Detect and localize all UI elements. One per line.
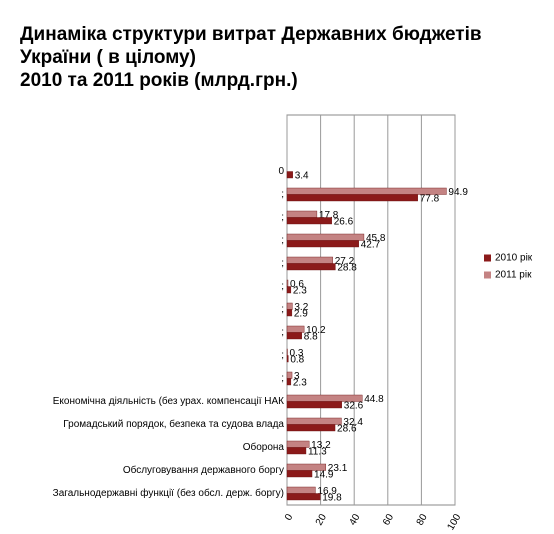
legend-swatch [484, 254, 491, 262]
value-label: 16.9 [317, 486, 337, 497]
y-tick-label: 0 [278, 166, 284, 177]
x-tick-label: 60 [381, 512, 396, 528]
value-label: 0.3 [290, 348, 304, 359]
bar [286, 417, 342, 425]
value-label: 94.9 [448, 187, 468, 198]
value-label: 45.8 [366, 233, 386, 244]
x-tick-label: 40 [347, 512, 362, 528]
value-label: 2.3 [293, 377, 307, 388]
bar [286, 424, 336, 432]
y-tick-label: ; [281, 258, 284, 269]
x-tick-label: 80 [415, 512, 430, 528]
value-label: 19.8 [322, 492, 342, 503]
value-label: 28.6 [337, 423, 357, 434]
chart-title: України ( в цілому) [20, 47, 196, 68]
value-label: 2.3 [293, 285, 307, 296]
bar [286, 279, 289, 287]
value-label: 28.8 [337, 262, 357, 273]
y-tick-label: Економічна діяльність (без урах. компенс… [53, 395, 284, 407]
chart-title: Динаміка структури витрат Державних бюдж… [20, 24, 482, 45]
bar [286, 217, 332, 225]
bar [286, 332, 302, 340]
value-label: 3 [294, 371, 300, 382]
bar [286, 447, 307, 455]
value-label: 11.3 [308, 446, 327, 457]
y-tick-label: Громадський порядок, безпека та судова в… [63, 418, 284, 430]
chart-title: 2010 та 2011 років (млрд.грн.) [20, 70, 298, 91]
y-tick-label: ; [281, 304, 284, 315]
y-tick-label: Обслуговування державного боргу [123, 464, 284, 476]
bar [286, 486, 316, 494]
bar [286, 325, 305, 333]
bar [286, 263, 336, 271]
value-label: 3.4 [295, 170, 309, 181]
x-tick-label: 20 [314, 512, 329, 528]
value-label: 17.8 [319, 210, 339, 221]
value-label: 2.9 [294, 308, 308, 319]
value-label: 32.6 [344, 400, 364, 411]
value-label: 77.8 [420, 193, 440, 204]
y-tick-label: ; [281, 212, 284, 223]
value-label: 42.7 [361, 239, 381, 250]
value-label: 44.8 [364, 394, 384, 405]
bar [286, 210, 318, 218]
bar [286, 470, 313, 478]
y-tick-label: ; [281, 350, 284, 361]
value-label: 3.2 [294, 302, 308, 313]
bar [286, 194, 418, 202]
value-label: 0.8 [290, 354, 304, 365]
bar [286, 240, 359, 248]
value-label: 14.9 [314, 469, 334, 480]
bar [286, 355, 289, 363]
value-label: 32.4 [343, 417, 363, 428]
bar [286, 440, 310, 448]
bar [286, 256, 333, 264]
bar [286, 348, 288, 356]
value-label: 23.1 [328, 463, 348, 474]
value-label: 10.2 [306, 325, 326, 336]
bar [286, 401, 342, 409]
bar [286, 233, 365, 241]
bar [286, 493, 321, 501]
y-tick-label: ; [281, 373, 284, 384]
bar [286, 309, 293, 317]
y-tick-label: Оборона [243, 441, 285, 453]
y-tick-label: ; [281, 281, 284, 292]
bar [286, 171, 293, 179]
value-label: 26.6 [334, 216, 354, 227]
x-tick-label: 100 [445, 512, 463, 532]
value-label: 13.2 [311, 440, 331, 451]
y-tick-label: Загальнодержавні функції (без обсл. держ… [53, 487, 284, 499]
legend-swatch [484, 271, 491, 279]
value-label: 0.6 [290, 279, 304, 290]
value-label: 27.2 [335, 256, 355, 267]
legend-label: 2010 рік [495, 253, 533, 264]
y-tick-label: ; [281, 327, 284, 338]
value-label: 8.8 [304, 331, 318, 342]
bar [286, 378, 292, 386]
bar [286, 286, 292, 294]
bar [286, 371, 293, 379]
bar [286, 302, 293, 310]
y-tick-label: ; [281, 235, 284, 246]
x-tick-label: 0 [283, 512, 296, 523]
legend-label: 2011 рік [495, 270, 532, 281]
y-tick-label: ; [281, 189, 284, 200]
